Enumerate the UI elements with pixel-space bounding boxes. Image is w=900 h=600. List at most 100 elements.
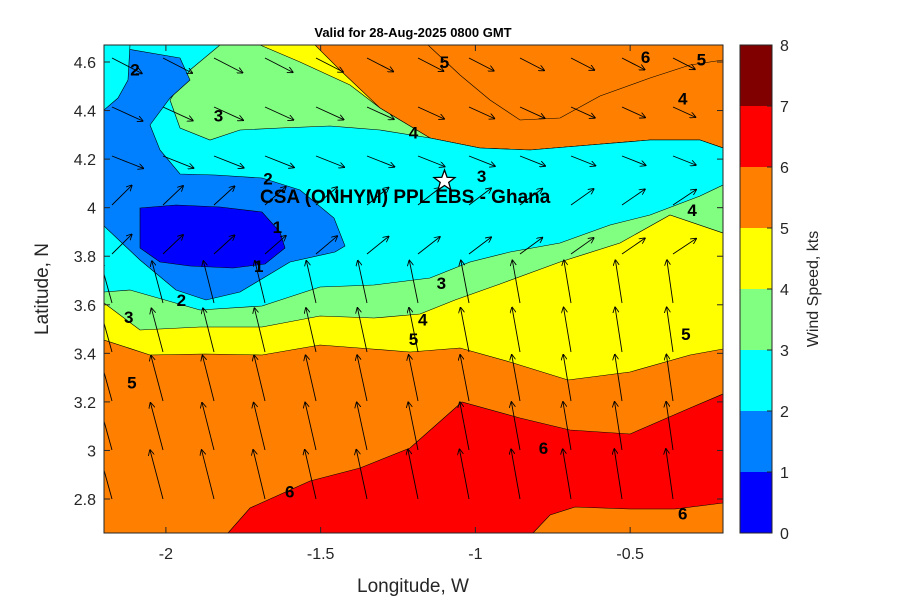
wind-arrow	[306, 261, 317, 304]
wind-arrow	[315, 57, 343, 72]
wind-arrow	[666, 449, 674, 500]
y-tick-label: 4.4	[74, 104, 96, 121]
wind-arrow	[615, 260, 623, 304]
wind-arrow	[305, 450, 317, 500]
site-star-icon	[432, 168, 457, 192]
wind-arrow	[512, 355, 521, 402]
contour-label: 6	[285, 483, 294, 502]
contour-label: 5	[681, 325, 690, 344]
y-tick-label: 4.2	[74, 152, 96, 169]
wind-arrow	[511, 449, 521, 500]
contour-label: 1	[273, 218, 282, 237]
wind-arrow	[356, 449, 368, 500]
wind-arrow	[468, 237, 491, 255]
wind-arrow	[315, 187, 337, 206]
wind-arrow	[162, 186, 183, 206]
wind-arrow	[254, 402, 266, 451]
wind-arrow	[672, 238, 696, 255]
wind-arrow	[519, 106, 545, 118]
colorbar-segment	[740, 289, 772, 350]
wind-arrow	[570, 189, 594, 206]
wind-arrow	[366, 106, 394, 119]
wind-arrow	[409, 260, 419, 304]
wind-arrow	[104, 419, 113, 451]
wind-arrow	[563, 402, 572, 451]
wind-arrow	[468, 57, 494, 71]
wind-arrow	[305, 355, 317, 402]
wind-arrow	[150, 450, 164, 500]
site-marker: CSA (ONHYM) PPL EBS - Ghana	[260, 168, 551, 208]
colorbar-tick-label: 8	[780, 38, 789, 55]
wind-arrow	[357, 308, 368, 353]
wind-arrow	[615, 307, 623, 353]
contour-label: 4	[418, 310, 428, 329]
y-tick-label: 3.4	[74, 346, 96, 363]
wind-arrow	[417, 57, 444, 71]
fill-level-4-5-northeast-orange	[427, 45, 723, 121]
colorbar-tick-label: 4	[780, 282, 789, 299]
contour-label: 3	[477, 167, 486, 186]
contour-label: 6	[539, 439, 548, 458]
wind-arrow	[152, 261, 164, 304]
wind-arrow	[162, 155, 194, 168]
x-tick-label: -0.5	[616, 546, 644, 563]
wind-arrow	[358, 260, 368, 304]
y-tick-label: 4	[87, 201, 96, 218]
wind-arrow	[519, 155, 545, 166]
wind-arrow	[408, 402, 419, 451]
colorbar-tick-label: 6	[780, 160, 789, 177]
colorbar-segment	[740, 228, 772, 289]
y-tick-label: 3	[87, 443, 96, 460]
wind-arrow	[666, 354, 674, 402]
wind-arrow	[305, 402, 317, 451]
wind-arrow	[672, 57, 695, 69]
colorbar-segment	[740, 45, 772, 106]
wind-arrow	[315, 155, 344, 167]
wind-arrow	[306, 308, 317, 353]
wind-arrow	[162, 235, 183, 255]
colorbar: 0 1 2 3 4 5 6 7 8	[739, 38, 789, 543]
wind-arrow	[512, 260, 521, 304]
wind-arrow	[151, 355, 164, 402]
wind-arrow	[460, 355, 470, 402]
wind-arrow	[104, 468, 113, 500]
wind-arrow	[254, 355, 266, 402]
wind-arrow	[111, 155, 143, 168]
wind-arrow	[621, 189, 645, 206]
colorbar-tick-label: 1	[780, 465, 789, 482]
wind-arrow	[570, 238, 594, 255]
wind-arrow	[511, 402, 521, 451]
chart-title: Valid for 28-Aug-2025 0800 GMT	[314, 25, 511, 40]
wind-arrow	[366, 187, 389, 206]
wind-arrow	[570, 155, 596, 166]
contour-label: 5	[697, 51, 706, 70]
wind-arrow	[519, 237, 543, 255]
wind-arrow	[151, 308, 164, 353]
fill-level-6-7-south	[227, 393, 723, 533]
wind-arrow	[519, 188, 543, 206]
contour-label: 3	[214, 106, 223, 125]
contour-label: 4	[409, 123, 419, 142]
wind-arrow	[460, 402, 470, 451]
wind-arrow	[461, 260, 470, 304]
colorbar-tick-label: 7	[780, 99, 789, 116]
fill-level-0-1	[139, 204, 286, 269]
contour-label: 5	[127, 373, 136, 392]
contour-fills	[104, 45, 723, 533]
wind-arrow	[621, 155, 646, 165]
wind-arrow	[512, 307, 521, 353]
wind-arrow	[468, 188, 491, 206]
wind-arrow	[417, 155, 445, 167]
wind-arrow	[253, 450, 266, 500]
contour-label: 3	[437, 274, 446, 293]
wind-arrow	[409, 355, 419, 402]
contour-label: 3	[124, 308, 133, 327]
y-tick-label: 3.2	[74, 395, 96, 412]
wind-arrow	[213, 106, 243, 120]
wind-arrow	[615, 354, 623, 402]
wind-arrow	[621, 57, 645, 70]
contour-label: 6	[641, 48, 650, 67]
